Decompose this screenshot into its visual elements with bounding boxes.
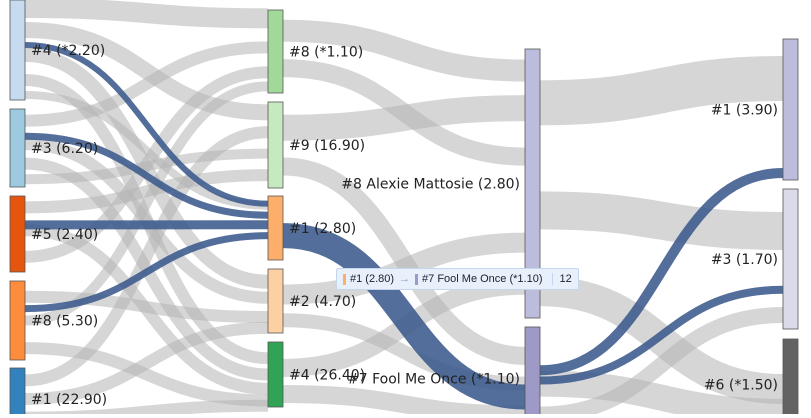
node-label-c2n0: #8 Alexie Mattosie (2.80) — [341, 177, 520, 193]
link-26[interactable] — [540, 78, 783, 102]
node-c3n0[interactable] — [783, 39, 798, 180]
tooltip-target-swatch — [415, 274, 418, 285]
tooltip-source: #1 (2.80) — [350, 273, 394, 285]
node-c1n2[interactable] — [268, 196, 283, 260]
node-c3n1[interactable] — [783, 189, 798, 329]
node-c0n4[interactable] — [10, 368, 25, 414]
node-label-c1n2: #1 (2.80) — [289, 221, 356, 237]
node-label-c1n1: #9 (16.90) — [289, 138, 365, 154]
node-c0n3[interactable] — [10, 281, 25, 360]
node-c1n0[interactable] — [268, 10, 283, 93]
node-c1n3[interactable] — [268, 269, 283, 333]
link-27[interactable] — [540, 210, 783, 231]
node-label-c0n0: #4 (*2.20) — [31, 43, 105, 59]
node-label-c1n0: #8 (*1.10) — [289, 45, 363, 61]
tooltip-source-swatch — [343, 274, 346, 285]
node-c0n1[interactable] — [10, 109, 25, 187]
node-label-c0n3: #8 (5.30) — [31, 314, 98, 330]
link-20[interactable] — [283, 108, 525, 128]
node-label-c0n4: #1 (22.90) — [31, 392, 107, 408]
node-label-c0n1: #3 (6.20) — [31, 141, 98, 157]
node-c0n2[interactable] — [10, 196, 25, 272]
node-c0n0[interactable] — [10, 0, 25, 100]
node-label-c3n0: #1 (3.90) — [711, 103, 778, 119]
tooltip-target: #7 Fool Me Once (*1.10) — [422, 273, 542, 285]
node-c1n4[interactable] — [268, 342, 283, 407]
tooltip-value: 12 — [552, 273, 571, 285]
node-label-c3n1: #3 (1.70) — [711, 252, 778, 268]
node-label-c2n1: #7 Fool Me Once (*1.10) — [347, 372, 520, 388]
link-0[interactable] — [25, 8, 268, 18]
node-label-c0n2: #5 (2.40) — [31, 227, 98, 243]
node-label-c1n3: #2 (4.70) — [289, 294, 356, 310]
node-label-c3n2: #6 (*1.50) — [704, 378, 778, 394]
links-layer — [25, 8, 783, 414]
node-c1n1[interactable] — [268, 102, 283, 188]
node-c3n2[interactable] — [783, 339, 798, 414]
tooltip-arrow: → — [399, 273, 410, 285]
link-tooltip: #1 (2.80) → #7 Fool Me Once (*1.10) 12 — [336, 268, 579, 290]
node-c2n1[interactable] — [525, 327, 540, 414]
